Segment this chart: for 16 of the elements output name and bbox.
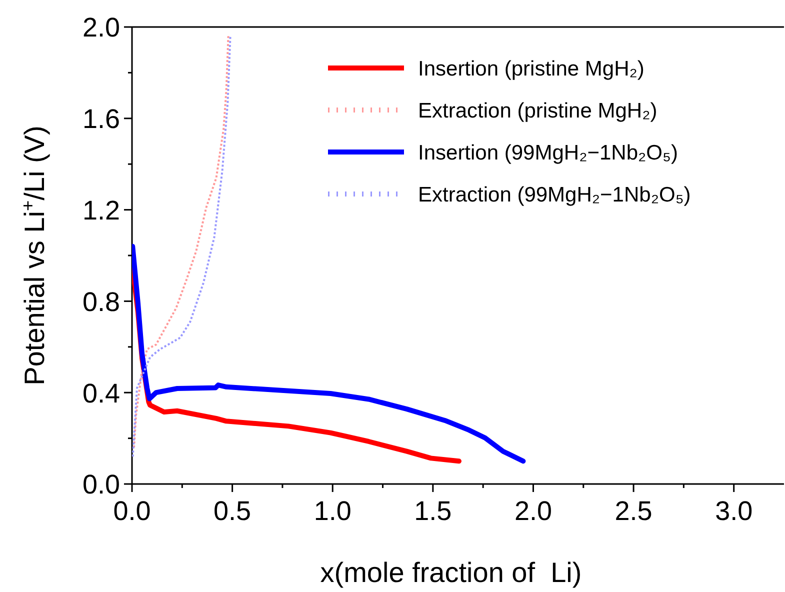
x-tick-label: 1.0 [314, 496, 352, 526]
legend-label: Extraction (pristine MgH₂) [418, 100, 658, 123]
x-tick-label: 3.0 [715, 496, 753, 526]
x-tick-label: 2.5 [614, 496, 652, 526]
y-tick-label: 1.2 [82, 196, 120, 226]
legend-label: Extraction (99MgH₂−1Nb₂O₅) [418, 184, 691, 207]
x-tick-label: 0.5 [214, 496, 252, 526]
legend-label: Insertion (99MgH₂−1Nb₂O₅) [418, 142, 678, 165]
legend-label: Insertion (pristine MgH₂) [418, 58, 644, 81]
y-tick-label: 0.8 [82, 286, 120, 317]
x-tick-label: 2.0 [514, 496, 552, 526]
y-tick-label: 0.4 [82, 378, 120, 408]
y-tick-label: 1.6 [82, 104, 120, 134]
x-axis-title: x(mole fraction of Li) [320, 557, 582, 588]
x-tick-label: 1.5 [414, 496, 452, 526]
y-tick-label: 2.0 [82, 12, 120, 43]
